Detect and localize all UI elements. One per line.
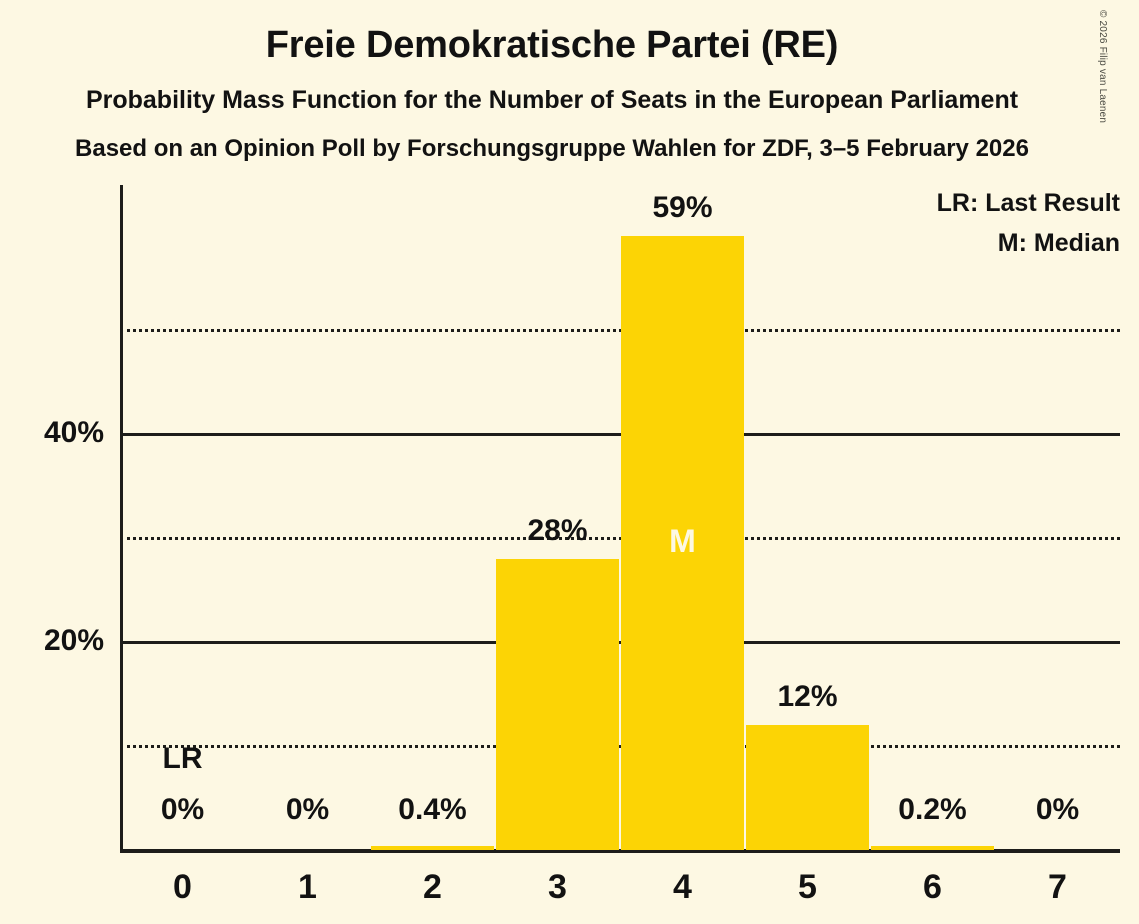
bar-value-label-seats-7: 0% xyxy=(1035,793,1080,826)
x-axis-tick-label-5: 5 xyxy=(798,868,817,906)
y-axis-line xyxy=(120,185,123,850)
x-axis-tick-label-4: 4 xyxy=(673,868,692,906)
bar-value-label-seats-4: 59% xyxy=(652,191,713,225)
x-axis-tick-label-2: 2 xyxy=(423,868,442,906)
gridline-minor-50 xyxy=(120,329,1120,332)
x-axis-line xyxy=(120,849,1120,853)
bar-value-label-seats-5: 12% xyxy=(777,680,838,714)
copyright-notice: © 2026 Filip van Laenen xyxy=(1097,10,1108,124)
median-marker: M xyxy=(669,523,696,559)
y-axis-tick-label-20pct: 20% xyxy=(43,624,104,657)
legend-entry-median: M: Median xyxy=(997,229,1120,257)
x-axis-tick-label-7: 7 xyxy=(1048,868,1067,906)
chart-subtitle: Probability Mass Function for the Number… xyxy=(85,86,1019,114)
gridline-major-20 xyxy=(120,641,1120,644)
bar-value-label-seats-6: 0.2% xyxy=(898,793,967,826)
bar-seats-5[interactable] xyxy=(746,725,869,850)
bar-seats-4[interactable] xyxy=(621,236,744,850)
bar-seats-2[interactable] xyxy=(371,845,494,850)
plot-area xyxy=(120,185,1120,850)
chart-title: Freie Demokratische Partei (RE) xyxy=(265,24,839,66)
bar-seats-6[interactable] xyxy=(871,846,994,850)
bar-value-label-seats-1: 0% xyxy=(285,793,330,826)
legend-entry-last-result: LR: Last Result xyxy=(936,189,1120,217)
gridline-major-40 xyxy=(120,433,1120,436)
x-axis-tick-label-6: 6 xyxy=(923,868,942,906)
gridline-minor-30 xyxy=(120,537,1120,540)
y-axis-tick-label-40pct: 40% xyxy=(43,416,104,449)
x-axis-tick-label-1: 1 xyxy=(298,868,317,906)
x-axis-tick-label-3: 3 xyxy=(548,868,567,906)
x-axis-tick-label-0: 0 xyxy=(173,868,192,906)
chart-source-note: Based on an Opinion Poll by Forschungsgr… xyxy=(75,135,1029,162)
bar-seats-3[interactable] xyxy=(496,558,619,850)
bar-value-label-seats-0: 0% xyxy=(160,793,205,826)
chart-legend: LR: Last Result M: Median xyxy=(937,183,1120,263)
bar-value-label-seats-2: 0.4% xyxy=(398,793,467,826)
bar-value-label-seats-3: 28% xyxy=(527,513,588,547)
last-result-marker: LR xyxy=(162,742,203,775)
gridline-minor-10 xyxy=(120,745,1120,748)
